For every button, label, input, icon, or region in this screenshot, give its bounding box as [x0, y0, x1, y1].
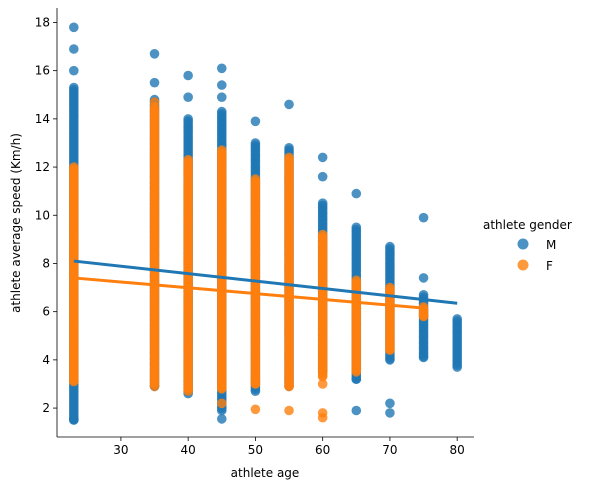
- data-point: [452, 362, 462, 372]
- x-tick-label: 40: [181, 443, 196, 457]
- data-point: [69, 44, 79, 54]
- data-point: [418, 212, 429, 223]
- regression-line-f: [73, 276, 424, 310]
- data-point: [385, 345, 395, 356]
- data-point: [149, 97, 160, 107]
- data-point: [418, 352, 429, 363]
- data-point: [149, 381, 160, 392]
- legend-title: athlete gender: [483, 218, 572, 232]
- data-point: [385, 355, 395, 365]
- series-m-points: [69, 22, 462, 425]
- x-tick-label: 50: [248, 443, 263, 457]
- points-layer: [69, 22, 462, 425]
- legend-label-m: M: [546, 238, 556, 252]
- y-tick-label: 14: [35, 112, 50, 126]
- x-tick-label: 70: [382, 443, 397, 457]
- data-point: [216, 398, 227, 409]
- y-tick-label: 12: [35, 160, 50, 174]
- data-point: [183, 70, 193, 81]
- data-point: [418, 311, 429, 322]
- y-tick-label: 4: [42, 353, 50, 367]
- data-point: [351, 374, 362, 385]
- x-tick-label: 60: [315, 443, 330, 457]
- data-point: [317, 171, 328, 182]
- data-point: [418, 273, 429, 283]
- y-axis-label: athlete average speed (Km/h): [9, 133, 23, 313]
- data-point: [216, 405, 227, 416]
- regression-lines-layer: [73, 259, 458, 310]
- x-tick-label: 30: [113, 443, 128, 457]
- y-tick-label: 8: [42, 256, 50, 270]
- data-point: [284, 381, 294, 392]
- data-point: [317, 371, 328, 382]
- data-point: [317, 379, 328, 389]
- data-point: [183, 92, 193, 102]
- data-point: [183, 386, 193, 397]
- data-point: [351, 405, 362, 416]
- y-tick-label: 6: [42, 305, 50, 319]
- legend-marker-f: [517, 259, 529, 271]
- data-point: [216, 63, 227, 74]
- data-point: [216, 80, 227, 90]
- y-tick-label: 18: [35, 15, 50, 29]
- data-point: [351, 188, 362, 199]
- data-point: [69, 376, 79, 387]
- data-point: [250, 404, 261, 415]
- data-point: [284, 99, 294, 110]
- data-point: [317, 412, 328, 423]
- data-point: [69, 414, 79, 424]
- x-tick-label: 80: [450, 443, 465, 457]
- regression-line-m: [73, 259, 458, 305]
- data-point: [317, 152, 328, 163]
- data-point: [69, 65, 79, 76]
- data-point: [216, 92, 227, 102]
- data-point: [216, 414, 227, 424]
- y-tick-label: 2: [42, 401, 50, 415]
- y-tick-label: 10: [35, 208, 50, 222]
- data-point: [69, 22, 79, 33]
- x-axis-label: athlete age: [231, 466, 300, 480]
- series-f-points: [69, 97, 429, 423]
- legend-marker-m: [517, 238, 529, 250]
- ticks-layer: 30 40 50 60 70 80 2 4 6 8 10 12 14 16 18: [35, 15, 465, 457]
- legend-label-f: F: [546, 259, 553, 273]
- data-point: [284, 405, 294, 416]
- data-point: [385, 398, 395, 409]
- data-point: [149, 77, 160, 88]
- data-point: [250, 116, 261, 127]
- axes-layer: [56, 8, 474, 438]
- data-point: [250, 386, 261, 397]
- data-point: [250, 379, 261, 389]
- data-point: [385, 408, 395, 418]
- data-point: [216, 384, 227, 394]
- data-point: [351, 367, 362, 377]
- data-point: [149, 49, 160, 59]
- y-tick-label: 16: [35, 64, 50, 78]
- legend: athlete gender M F: [483, 218, 572, 273]
